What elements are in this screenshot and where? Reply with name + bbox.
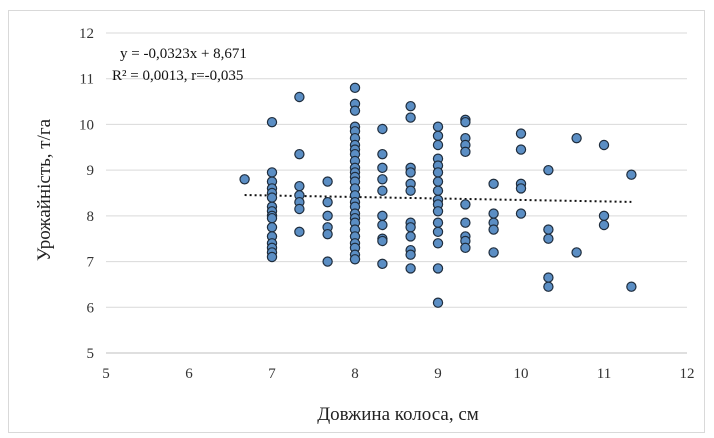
data-point	[294, 180, 305, 192]
data-point	[598, 210, 610, 222]
data-point	[294, 226, 305, 238]
data-point	[432, 167, 444, 178]
data-point	[432, 206, 444, 217]
data-point	[515, 128, 527, 139]
gridlines	[106, 32, 687, 308]
data-point	[626, 281, 637, 292]
data-point	[266, 222, 278, 233]
data-point	[543, 224, 554, 235]
data-point	[322, 196, 333, 208]
data-point	[322, 176, 333, 187]
data-point	[322, 210, 333, 222]
y-tick-label: 12	[79, 26, 94, 42]
data-point	[377, 258, 388, 270]
data-point	[377, 210, 388, 222]
data-point	[488, 247, 499, 258]
data-point	[460, 199, 471, 210]
data-point	[405, 222, 416, 233]
x-tick-label: 8	[351, 366, 359, 382]
data-point	[598, 139, 610, 151]
data-point	[405, 100, 416, 112]
data-point	[432, 121, 444, 132]
data-point	[432, 263, 444, 274]
x-tick-label: 9	[434, 366, 442, 382]
data-point	[377, 162, 388, 174]
data-point	[377, 185, 388, 196]
x-tick-label: 5	[102, 366, 110, 382]
data-point	[543, 272, 554, 283]
x-tick-label: 7	[268, 366, 276, 382]
x-tick-label: 12	[680, 366, 695, 382]
data-point	[515, 208, 527, 219]
data-point	[349, 254, 361, 265]
x-tick-label: 6	[185, 366, 193, 382]
trend-equation: y = -0,0323x + 8,671	[120, 46, 247, 62]
y-tick-label: 11	[80, 72, 94, 88]
data-point	[432, 297, 444, 308]
data-point	[377, 148, 388, 160]
data-point	[460, 242, 471, 254]
data-point	[405, 263, 416, 274]
data-point	[405, 112, 416, 123]
data-point	[543, 233, 554, 244]
x-tick-label: 11	[597, 366, 611, 382]
data-point	[349, 82, 361, 94]
data-point	[294, 203, 305, 215]
data-point	[405, 249, 416, 260]
data-points	[239, 82, 637, 308]
trend-stats: R² = 0,0013, r=-0,035	[112, 68, 243, 84]
data-point	[349, 105, 361, 116]
data-point	[405, 231, 416, 242]
y-tick-label: 7	[87, 255, 95, 271]
data-point	[377, 174, 388, 185]
data-point	[488, 224, 499, 235]
data-point	[571, 247, 582, 258]
data-point	[460, 116, 471, 128]
data-point	[405, 167, 416, 178]
data-point	[377, 123, 388, 135]
data-point	[432, 226, 444, 238]
data-point	[460, 217, 471, 228]
data-point	[322, 228, 333, 240]
data-point	[571, 132, 582, 144]
y-tick-labels: 5 6 7 8 9 10 11 12	[79, 26, 95, 362]
data-point	[515, 183, 527, 194]
data-point	[432, 217, 444, 228]
y-tick-label: 10	[79, 117, 94, 133]
data-point	[543, 281, 554, 292]
data-point	[488, 208, 499, 219]
data-point	[294, 148, 305, 160]
data-point	[515, 144, 527, 155]
y-tick-label: 9	[87, 163, 95, 179]
data-point	[377, 235, 388, 247]
data-point	[432, 185, 444, 196]
y-tick-label: 8	[87, 209, 95, 225]
data-point	[294, 91, 305, 103]
data-point	[377, 219, 388, 231]
data-point	[266, 212, 278, 224]
x-tick-labels: 5 6 7 8 9 10 11 12	[102, 366, 694, 382]
y-tick-label: 6	[87, 300, 95, 316]
data-point	[432, 130, 444, 142]
data-point	[322, 256, 333, 267]
data-point	[266, 116, 278, 128]
data-point	[488, 178, 499, 190]
data-point	[239, 174, 250, 185]
data-point	[266, 192, 278, 203]
data-point	[266, 251, 278, 263]
data-point	[432, 139, 444, 151]
y-axis-title: Урожайність, т/га	[34, 118, 55, 261]
data-point	[266, 167, 278, 178]
x-axis-title: Довжина колоса, см	[317, 404, 479, 425]
data-point	[460, 146, 471, 158]
data-point	[543, 164, 554, 176]
data-point	[432, 238, 444, 249]
data-point	[598, 219, 610, 231]
data-point	[405, 185, 416, 196]
data-point	[432, 176, 444, 187]
data-point	[626, 169, 637, 180]
x-tick-label: 10	[514, 366, 529, 382]
y-tick-label: 5	[87, 346, 95, 362]
